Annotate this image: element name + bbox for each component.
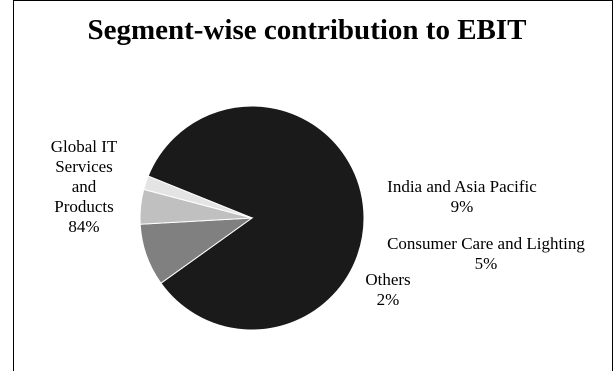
slice-label-line: Services	[55, 157, 113, 176]
slice-percent: 2%	[377, 290, 400, 309]
slice-label-line: Others	[365, 270, 410, 289]
slice-label-3: Consumer Care and Lighting 5%	[387, 234, 585, 273]
slice-label-line: Global IT	[51, 137, 118, 156]
chart-title: Segment-wise contribution to EBIT	[87, 14, 527, 46]
pie-slice-1	[147, 105, 365, 331]
slice-percent: 9%	[451, 197, 474, 216]
slice-label-line: India and Asia Pacific	[387, 177, 537, 196]
slice-label-2: India and Asia Pacific 9%	[387, 177, 537, 216]
slice-label-line: and	[72, 177, 97, 196]
slice-label-line: Products	[54, 197, 114, 216]
slice-label-line: Consumer Care and Lighting	[387, 234, 585, 253]
pie-slice-4	[143, 175, 253, 219]
slice-label-1: Global IT Services and Products 84%	[51, 137, 118, 236]
slice-percent: 5%	[475, 254, 498, 273]
slice-label-4: Others 2%	[365, 270, 410, 309]
slice-percent: 84%	[68, 217, 99, 236]
